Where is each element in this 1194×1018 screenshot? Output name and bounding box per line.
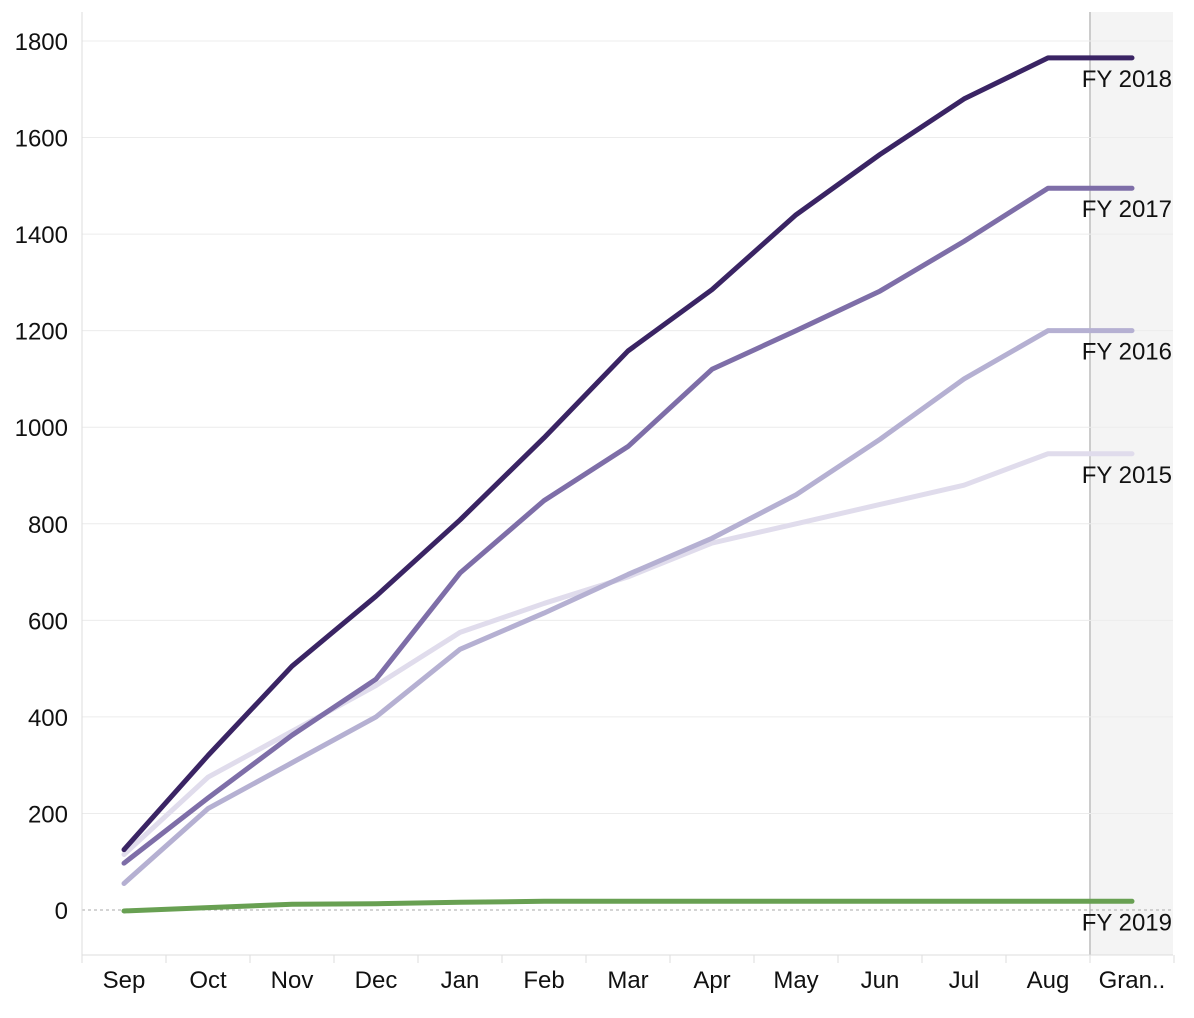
x-tick-label: Gran.. — [1099, 967, 1166, 994]
series-label-fy-2018: FY 2018 — [1082, 66, 1172, 93]
y-tick-label: 1000 — [15, 415, 68, 442]
series-line-fy-2016 — [121, 328, 1135, 886]
y-axis: 0 200 400 600 800 1000 1200 1400 1600 1800 — [15, 12, 83, 955]
y-tick-label: 1800 — [15, 29, 68, 56]
series-label-fy-2016: FY 2016 — [1082, 339, 1172, 366]
x-tick-label: Apr — [693, 967, 730, 994]
y-tick-label: 600 — [28, 608, 68, 635]
x-tick-label: Mar — [607, 967, 648, 994]
grand-total-band — [1090, 12, 1173, 955]
x-tick-label: Oct — [189, 967, 227, 994]
x-tick-label: May — [773, 967, 818, 994]
x-tick-label: Aug — [1027, 967, 1070, 994]
series-line-fy-2019 — [121, 898, 1135, 914]
y-tick-label: 800 — [28, 512, 68, 539]
x-axis: Sep Oct Nov Dec Jan Feb Mar Apr May Jun Jul Aug Gran… — [81, 954, 1175, 994]
x-tick-label: Jun — [861, 967, 900, 994]
y-tick-label: 0 — [55, 898, 68, 925]
y-tick-label: 200 — [28, 801, 68, 828]
x-tick-label: Nov — [271, 967, 314, 994]
series-line-fy-2018 — [121, 55, 1135, 853]
series-line-fy-2015 — [121, 451, 1135, 857]
series-lines — [121, 55, 1135, 914]
gridlines — [82, 40, 1173, 911]
series-labels: FY 2015 FY 2016 FY 2017 FY 2018 FY 2019 — [1082, 66, 1172, 936]
x-tick-label: Dec — [355, 967, 398, 994]
y-tick-label: 1200 — [15, 319, 68, 346]
y-tick-label: 1400 — [15, 222, 68, 249]
series-label-fy-2017: FY 2017 — [1082, 196, 1172, 223]
x-tick-label: Jan — [441, 967, 480, 994]
x-tick-label: Feb — [523, 967, 564, 994]
x-tick-label: Sep — [103, 967, 146, 994]
x-tick-label: Jul — [949, 967, 980, 994]
y-tick-label: 1600 — [15, 126, 68, 153]
series-line-fy-2017 — [121, 185, 1135, 866]
series-label-fy-2015: FY 2015 — [1082, 462, 1172, 489]
y-tick-label: 400 — [28, 705, 68, 732]
series-label-fy-2019: FY 2019 — [1082, 909, 1172, 936]
